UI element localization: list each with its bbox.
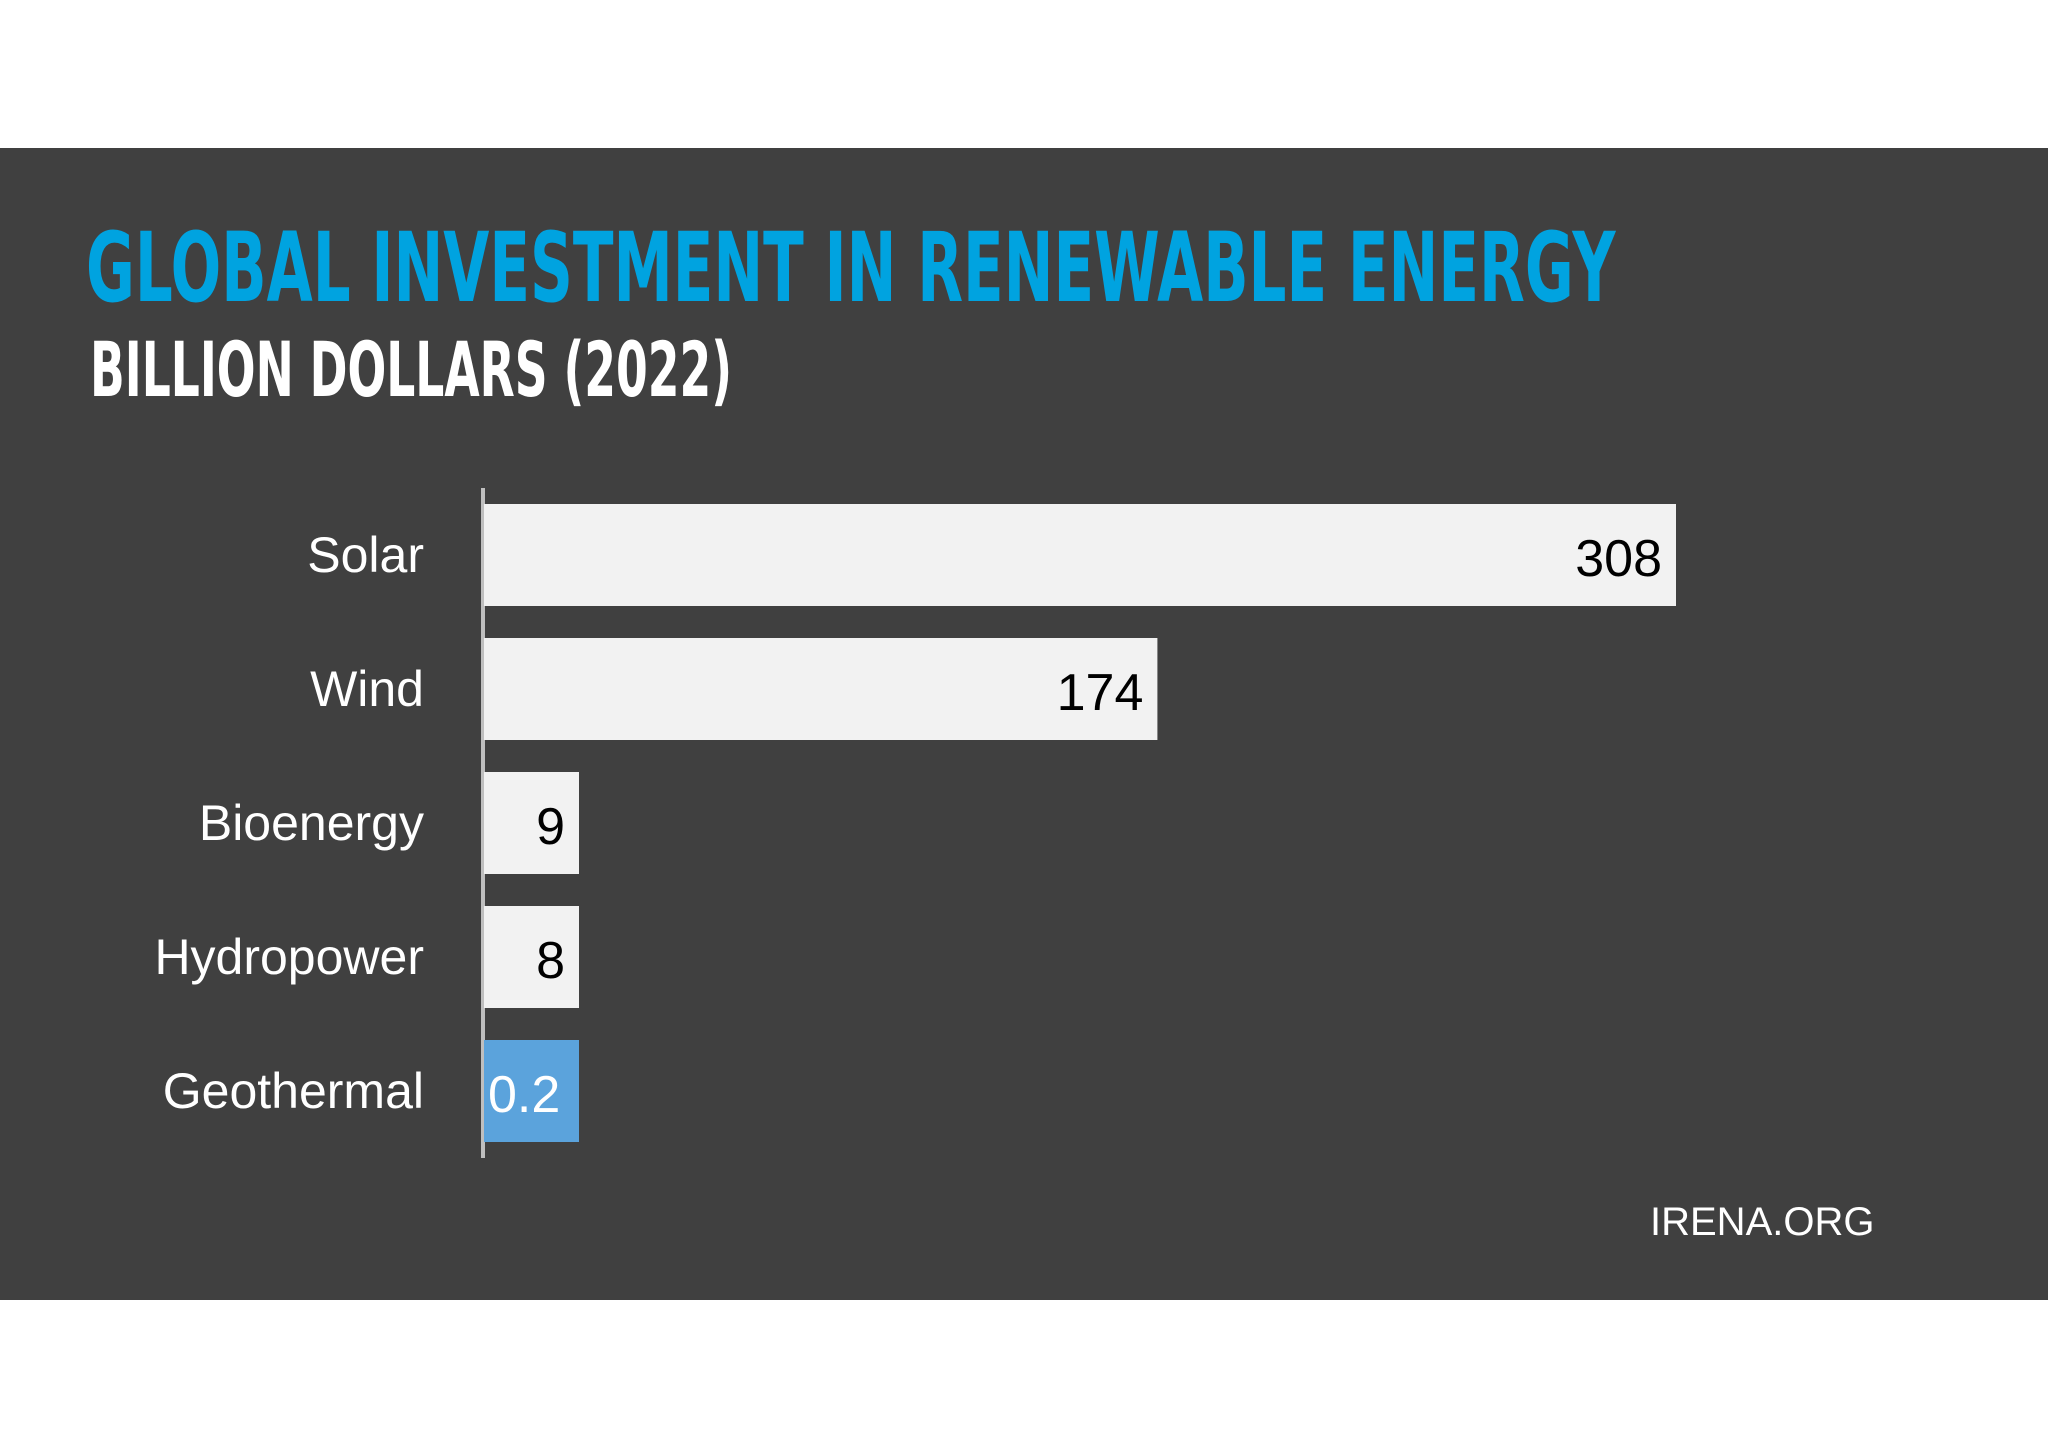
value-label-solar: 308 xyxy=(1575,530,1662,588)
bar-wind xyxy=(484,638,1158,740)
bar-geothermal xyxy=(484,1040,579,1142)
category-label-wind: Wind xyxy=(310,661,424,717)
value-label-geothermal: 0.2 xyxy=(488,1066,560,1124)
bar-solar xyxy=(484,504,1676,606)
bar-hydropower xyxy=(484,906,579,1008)
chart-subtitle: BILLION DOLLARS (2022) xyxy=(90,325,733,414)
category-label-bioenergy: Bioenergy xyxy=(199,795,424,851)
bar-bioenergy xyxy=(484,772,579,874)
category-label-geothermal: Geothermal xyxy=(163,1063,424,1119)
source-credit: IRENA.ORG xyxy=(1650,1200,1875,1244)
value-label-bioenergy: 9 xyxy=(536,798,565,856)
value-label-hydropower: 8 xyxy=(536,932,565,990)
chart-title: GLOBAL INVESTMENT IN RENEWABLE ENERGY xyxy=(86,212,1616,324)
bars-group: Solar 308 Wind 174 Bioenergy 9 Hydropower 8 Geot… xyxy=(154,504,1676,1142)
category-label-solar: Solar xyxy=(307,527,424,583)
slide-background: GLOBAL INVESTMENT IN RENEWABLE ENERGY BI… xyxy=(0,148,2048,1300)
value-label-wind: 174 xyxy=(1057,664,1144,722)
bar-chart: Solar 308 Wind 174 Bioenergy 9 Hydropower 8 Geot… xyxy=(154,488,1676,1158)
category-label-hydropower: Hydropower xyxy=(154,929,424,985)
